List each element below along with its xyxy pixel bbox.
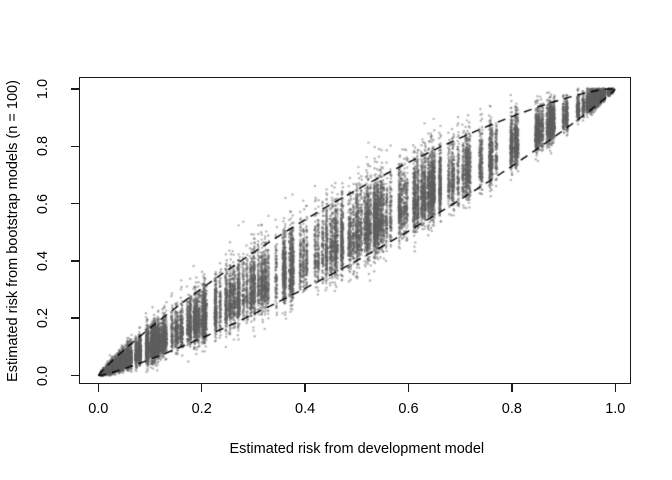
x-tick-label: 0.8 <box>501 400 522 417</box>
x-tick-label: 0.0 <box>88 400 109 417</box>
x-tick-label: 0.2 <box>191 400 212 417</box>
y-axis-tick <box>70 145 79 148</box>
y-axis-title: Estimated risk from bootstrap models (n … <box>5 80 21 382</box>
y-axis-tick <box>70 260 79 262</box>
x-axis-tick <box>200 383 203 392</box>
y-tick-label: 0.8 <box>35 136 51 157</box>
y-axis-tick <box>70 88 79 90</box>
x-tick-label: 0.6 <box>398 400 419 417</box>
y-axis-tick <box>70 374 79 377</box>
x-axis-tick <box>407 383 410 392</box>
x-tick-label: 0.4 <box>295 400 316 417</box>
y-tick-label: 1.0 <box>35 78 51 100</box>
x-axis-title: Estimated risk from development model <box>229 440 485 457</box>
x-axis-tick <box>97 383 100 392</box>
y-tick-label: 0.0 <box>35 365 51 386</box>
y-axis-tick <box>70 202 79 205</box>
x-axis-tick <box>304 383 306 392</box>
x-tick-label: 1.0 <box>605 400 626 417</box>
y-axis-tick <box>70 317 79 319</box>
x-axis-tick <box>511 383 513 392</box>
y-tick-label: 0.6 <box>35 193 51 214</box>
plot-border-box <box>78 76 631 384</box>
y-tick-label: 0.2 <box>35 308 51 329</box>
y-tick-label: 0.4 <box>35 250 51 271</box>
x-axis-tick <box>614 383 617 392</box>
